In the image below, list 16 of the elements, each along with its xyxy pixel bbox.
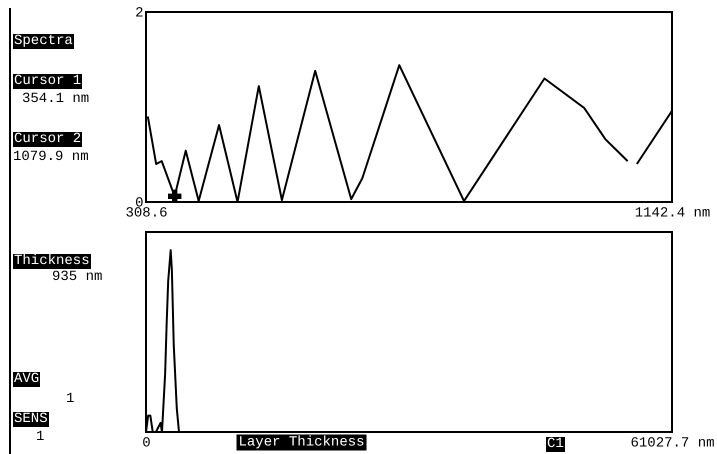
text: Cursor 2: [13, 131, 82, 147]
text: C1: [546, 436, 565, 452]
text: Spectra: [13, 33, 74, 49]
text: 935 nm: [52, 269, 102, 285]
text: SENS: [13, 411, 49, 427]
text: 1: [36, 429, 44, 445]
text: Thickness: [13, 253, 91, 269]
x-axis-title: Layer Thickness: [238, 434, 365, 450]
text: AVG: [13, 371, 40, 387]
x-tick-label: 61027.7 nm: [630, 436, 715, 452]
x-tick-label: 1142.4 nm: [634, 206, 710, 222]
text: Cursor 1: [13, 73, 82, 89]
text: 354.1 nm: [22, 91, 90, 107]
text: 1: [66, 391, 74, 407]
text: 1079.9 nm: [13, 149, 89, 165]
y-tick-label: 2: [135, 6, 144, 22]
